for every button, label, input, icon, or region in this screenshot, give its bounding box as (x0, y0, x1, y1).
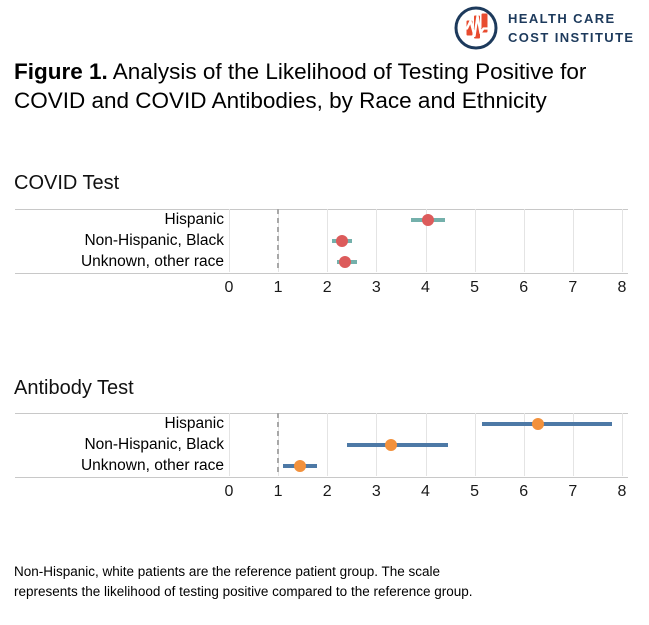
x-tick-label: 1 (273, 483, 283, 500)
x-tick-label: 6 (519, 279, 529, 296)
x-tick-label: 7 (568, 483, 578, 500)
estimate-dot (421, 213, 434, 226)
category-label: Non-Hispanic, Black (84, 435, 224, 453)
x-tick-label: 4 (421, 279, 430, 296)
x-tick-label: 2 (322, 483, 332, 500)
gridline (327, 413, 329, 476)
antibody-test-chart: 0 1 2 3 4 5 6 7 8 Hispanic Non-Hispanic, Black Unkn… (0, 413, 649, 513)
logo-text-line2: COST INSTITUTE (508, 30, 635, 45)
gridline (474, 413, 476, 476)
plot-panel (15, 209, 628, 274)
gridline (523, 209, 525, 272)
gridline (229, 209, 230, 272)
reference-line (277, 209, 280, 272)
x-tick-label: 0 (224, 483, 234, 500)
x-tick-label: 4 (421, 483, 430, 500)
figure-title-text: Analysis of the Likelihood of Testing Po… (14, 59, 587, 113)
ci-bar (481, 421, 613, 426)
gridline (572, 413, 574, 476)
category-label: Hispanic (164, 210, 224, 228)
chart-title-antibody-test: Antibody Test (14, 377, 134, 399)
estimate-dot (385, 438, 398, 451)
gridline (229, 413, 230, 476)
category-label: Unknown, other race (80, 456, 224, 474)
x-tick-label: 5 (470, 483, 480, 500)
hcci-logo: HEALTH CARE COST INSTITUTE (454, 6, 635, 50)
gridline (523, 413, 525, 476)
x-tick-label: 6 (519, 483, 529, 500)
figure-title: Figure 1. Analysis of the Likelihood of … (14, 58, 594, 115)
x-tick-label: 0 (224, 279, 234, 296)
estimate-dot (294, 459, 307, 472)
covid-test-chart: 0 1 2 3 4 5 6 7 8 Hispanic Non-Hispanic, Black Unkn… (0, 209, 649, 309)
gridline (622, 413, 623, 476)
category-label: Unknown, other race (80, 252, 224, 270)
chart-title-covid-test: COVID Test (14, 172, 120, 194)
gridline (425, 209, 427, 272)
gridline (474, 209, 476, 272)
ci-bar (346, 442, 448, 447)
gridline (572, 209, 574, 272)
gridline (327, 209, 329, 272)
category-label: Non-Hispanic, Black (84, 231, 224, 249)
logo-text-line1: HEALTH CARE (508, 11, 616, 26)
x-tick-label: 2 (322, 279, 332, 296)
x-tick-label: 3 (371, 279, 381, 296)
hcci-logo-text: HEALTH CARE COST INSTITUTE (508, 9, 635, 47)
x-tick-label: 3 (371, 483, 381, 500)
x-tick-label: 8 (617, 483, 627, 500)
x-tick-label: 8 (617, 279, 627, 296)
x-tick-label: 5 (470, 279, 480, 296)
footnote: Non-Hispanic, white patients are the ref… (14, 564, 473, 599)
category-label: Hispanic (164, 414, 224, 432)
gridline (376, 209, 378, 272)
reference-line (277, 413, 280, 476)
x-tick-label: 1 (273, 279, 283, 296)
x-tick-label: 7 (568, 279, 578, 296)
estimate-dot (339, 255, 352, 268)
figure-number-label: Figure 1. (14, 59, 108, 84)
ekg-bars-icon (454, 6, 498, 50)
estimate-dot (532, 417, 545, 430)
plot-panel (15, 413, 628, 478)
estimate-dot (335, 234, 348, 247)
gridline (622, 209, 623, 272)
